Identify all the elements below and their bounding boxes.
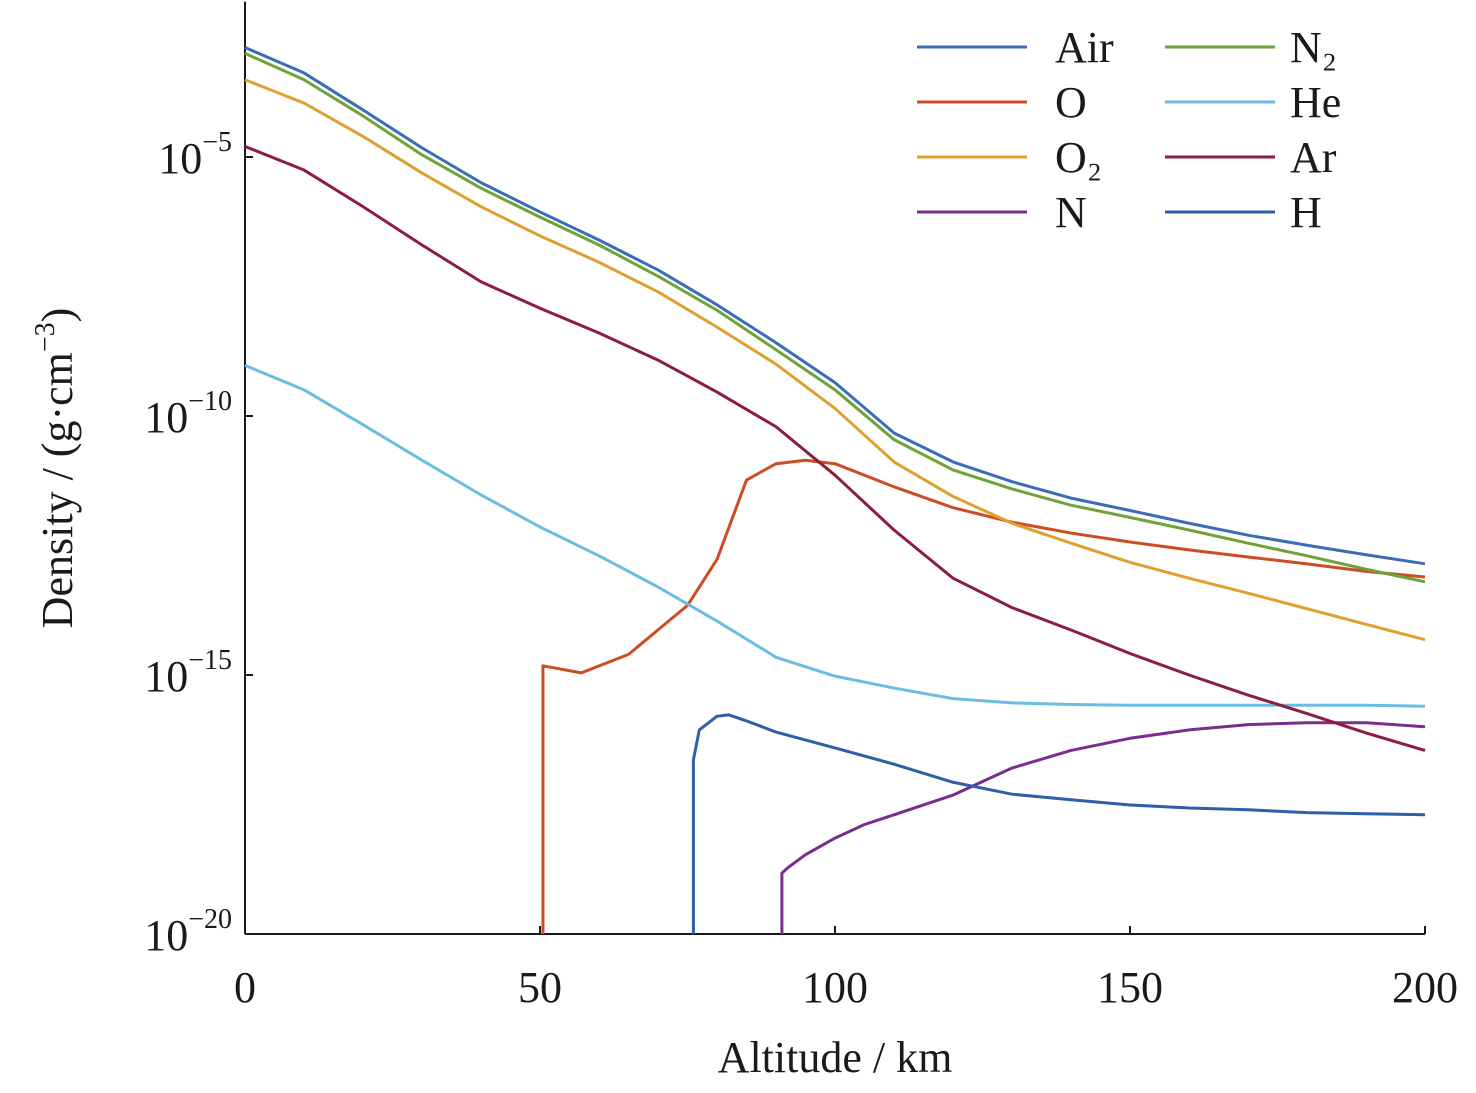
- y-tick-label-base: 10: [144, 652, 188, 701]
- y-axis-label-part: Density / (g·cm: [33, 352, 82, 628]
- series-line: [244, 52, 1426, 584]
- legend-label: O: [1055, 78, 1087, 127]
- legend-label: O₂: [1055, 133, 1102, 182]
- y-tick-label-exponent: −5: [202, 127, 232, 158]
- y-tick-label-base: 10: [158, 134, 202, 183]
- x-tick-label: 0: [234, 963, 256, 1012]
- x-axis-label: Altitude / km: [718, 1033, 953, 1082]
- y-tick-label-exponent: −10: [188, 386, 232, 417]
- series-line: [244, 363, 1426, 708]
- y-axis-label-part: −3: [30, 322, 61, 352]
- series-line: [244, 145, 1426, 752]
- series-line: [691, 713, 1426, 934]
- series-line: [541, 458, 1426, 934]
- y-tick-label-base: 10: [144, 911, 188, 960]
- legend-label: Ar: [1290, 133, 1337, 182]
- y-tick-label-exponent: −20: [188, 904, 232, 935]
- legend-label: H: [1290, 188, 1322, 237]
- legend-label: Air: [1055, 23, 1114, 72]
- y-tick-label-exponent: −15: [188, 645, 232, 676]
- y-axis-label: Density / (g·cm−3): [30, 308, 82, 629]
- x-tick-label: 200: [1392, 963, 1458, 1012]
- y-tick-label: 10−5: [158, 127, 232, 183]
- y-axis-label-part: ): [33, 308, 82, 323]
- y-tick-label: 10−10: [144, 386, 232, 442]
- x-tick-label: 100: [802, 963, 868, 1012]
- y-tick-label: 10−20: [144, 904, 232, 960]
- legend-label: He: [1290, 78, 1341, 127]
- series-line: [780, 721, 1426, 934]
- x-tick-label: 150: [1097, 963, 1163, 1012]
- legend-label: N₂: [1290, 23, 1337, 72]
- series-line: [244, 78, 1426, 642]
- x-tick-label: 50: [518, 963, 562, 1012]
- y-tick-label: 10−15: [144, 645, 232, 701]
- legend-label: N: [1055, 188, 1087, 237]
- y-tick-label-base: 10: [144, 393, 188, 442]
- series-line: [244, 46, 1426, 566]
